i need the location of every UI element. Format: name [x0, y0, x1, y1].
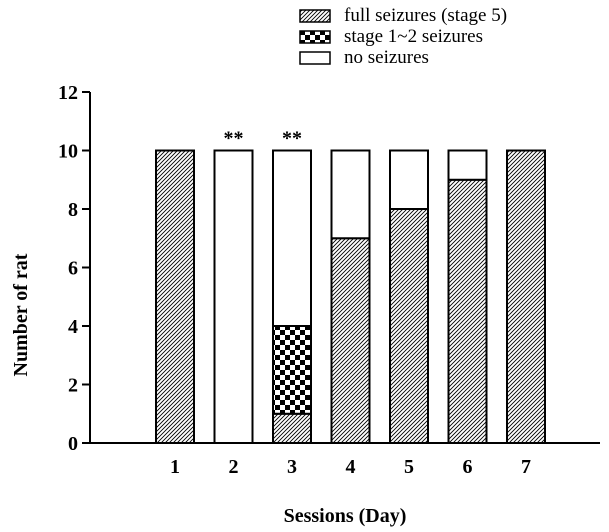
bar-segment-full-day-6	[447, 178, 488, 444]
legend-label: full seizures (stage 5)	[344, 5, 507, 26]
bar-segment-none-day-6	[447, 149, 488, 181]
bar-segment-none-day-4	[330, 149, 371, 240]
y-tick-label: 0	[68, 433, 78, 455]
legend-swatch	[299, 30, 331, 44]
y-tick-label: 6	[68, 258, 78, 280]
significance-annotation: **	[282, 128, 302, 150]
bar-segment-none-day-3	[272, 149, 312, 327]
bars	[155, 149, 546, 444]
legend-label: stage 1~2 seizures	[344, 26, 483, 47]
x-tick-label: 7	[521, 456, 531, 478]
y-tick-label: 2	[68, 375, 78, 397]
y-tick-label: 8	[68, 199, 78, 221]
x-tick-label: 2	[229, 456, 239, 478]
legend-label: no seizures	[344, 47, 429, 68]
bar-segment-full-day-1	[155, 149, 195, 444]
bar-segment-full-day-4	[330, 237, 371, 444]
y-tick-label: 4	[68, 316, 78, 338]
bar-segment-none-day-2	[213, 149, 254, 444]
y-axis-label: Number of rat	[10, 253, 32, 376]
y-tick-label: 10	[58, 141, 78, 163]
bar-segment-full-day-3	[272, 412, 312, 444]
bar-segment-full-day-5	[389, 208, 429, 444]
x-tick-label: 1	[170, 456, 180, 478]
legend-swatch	[299, 51, 331, 65]
significance-annotation: **	[224, 128, 244, 150]
x-tick-label: 5	[404, 456, 414, 478]
bar-segment-full-day-7	[506, 149, 546, 444]
x-tick-label: 4	[346, 456, 356, 478]
x-tick-label: 3	[287, 456, 297, 478]
annotations: ** **	[224, 128, 303, 150]
legend: full seizures (stage 5)stage 1~2 seizure…	[299, 5, 507, 68]
x-tick-label: 6	[463, 456, 473, 478]
legend-swatch	[299, 9, 331, 23]
bar-segment-none-day-5	[389, 149, 429, 210]
bar-segment-stage12-day-3	[272, 325, 312, 415]
y-tick-label: 12	[58, 82, 78, 104]
x-axis-label: Sessions (Day)	[284, 505, 407, 527]
